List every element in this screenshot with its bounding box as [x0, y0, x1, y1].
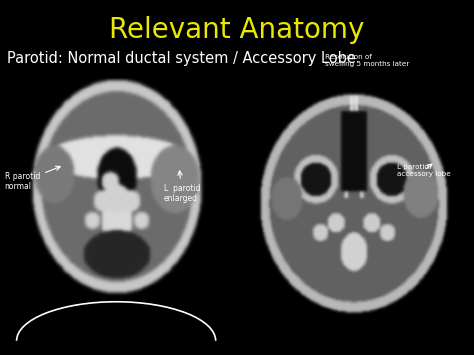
- Text: R parotid
normal: R parotid normal: [5, 166, 60, 191]
- Text: L parotid
accessory lobe: L parotid accessory lobe: [397, 164, 451, 177]
- Text: Relevant Anatomy: Relevant Anatomy: [109, 16, 365, 44]
- Text: Resolution of
swelling 5 months later: Resolution of swelling 5 months later: [325, 54, 409, 67]
- Text: Parotid: Normal ductal system / Accessory Lobe: Parotid: Normal ductal system / Accessor…: [7, 51, 356, 66]
- Text: L  parotid
enlarged: L parotid enlarged: [164, 171, 200, 203]
